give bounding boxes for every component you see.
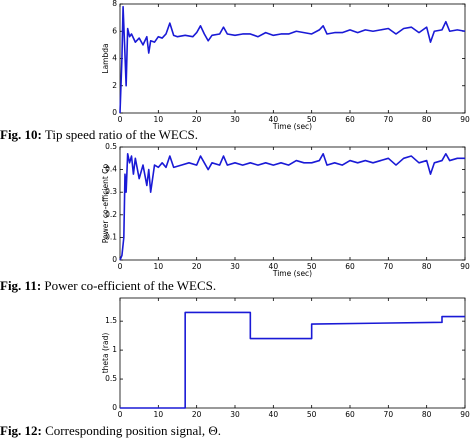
y-tick-label: 1 xyxy=(112,345,117,354)
y-axis-label: theta (rad) xyxy=(101,333,110,374)
x-tick-label: 20 xyxy=(192,410,202,419)
x-tick-label: 60 xyxy=(345,115,355,124)
x-tick-label: 0 xyxy=(118,262,123,271)
x-tick-label: 30 xyxy=(230,410,240,419)
x-tick-label: 20 xyxy=(192,262,202,271)
y-axis-label: Lambda xyxy=(101,43,110,73)
x-tick-label: 0 xyxy=(118,115,123,124)
x-tick-label: 80 xyxy=(422,115,432,124)
x-tick-label: 90 xyxy=(460,262,470,271)
x-tick-label: 10 xyxy=(154,115,164,124)
y-tick-label: 6 xyxy=(112,26,117,35)
x-tick-label: 50 xyxy=(307,115,317,124)
y-tick-label: 8 xyxy=(112,0,117,8)
y-tick-label: 2 xyxy=(112,81,117,90)
x-tick-label: 0 xyxy=(118,410,123,419)
caption-text: Power co-efficient of the WECS. xyxy=(41,278,216,293)
x-tick-label: 50 xyxy=(307,410,317,419)
x-tick-label: 80 xyxy=(422,262,432,271)
y-tick-label: 0.4 xyxy=(105,165,117,174)
x-tick-label: 70 xyxy=(384,115,394,124)
caption: Fig. 10: Tip speed ratio of the WECS. xyxy=(0,127,198,142)
y-tick-label: 4 xyxy=(112,54,117,63)
x-tick-label: 90 xyxy=(460,410,470,419)
y-axis-label: Power co-efficient Cp xyxy=(101,164,110,244)
y-tick-label: 0 xyxy=(112,108,117,117)
caption: Fig. 11: Power co-efficient of the WECS. xyxy=(0,278,216,293)
x-tick-label: 30 xyxy=(230,262,240,271)
caption-text: Tip speed ratio of the WECS. xyxy=(42,127,198,142)
x-tick-label: 40 xyxy=(269,410,279,419)
x-axis-label: Time (sec) xyxy=(272,122,312,131)
data-line xyxy=(119,152,465,261)
x-tick-label: 10 xyxy=(154,262,164,271)
x-tick-label: 80 xyxy=(422,410,432,419)
y-tick-label: 0.2 xyxy=(105,210,117,219)
caption-label: Fig. 12: xyxy=(0,423,42,438)
data-line xyxy=(119,5,466,114)
x-tick-label: 70 xyxy=(384,262,394,271)
y-tick-label: 0 xyxy=(112,403,117,412)
caption: Fig. 12: Corresponding position signal, … xyxy=(0,423,221,438)
y-tick-label: 0 xyxy=(112,255,117,264)
y-tick-label: 0.1 xyxy=(105,232,117,241)
x-tick-label: 30 xyxy=(230,115,240,124)
caption-label: Fig. 11: xyxy=(0,278,41,293)
y-tick-label: 1.5 xyxy=(105,316,117,325)
x-axis-label: Time (sec) xyxy=(272,269,312,278)
x-tick-label: 20 xyxy=(192,115,202,124)
plot-frame xyxy=(119,146,466,261)
x-tick-label: 60 xyxy=(345,262,355,271)
plot-frame xyxy=(119,297,466,409)
x-tick-label: 10 xyxy=(154,410,164,419)
x-tick-label: 50 xyxy=(307,262,317,271)
data-line xyxy=(120,311,465,409)
x-tick-label: 60 xyxy=(345,410,355,419)
x-tick-label: 70 xyxy=(384,410,394,419)
x-tick-label: 90 xyxy=(460,115,470,124)
x-tick-label: 40 xyxy=(269,115,279,124)
caption-label: Fig. 10: xyxy=(0,127,42,142)
y-tick-label: 0.5 xyxy=(105,374,117,383)
caption-text: Corresponding position signal, Θ. xyxy=(42,423,221,438)
plot-frame xyxy=(119,3,466,114)
y-tick-label: 0.5 xyxy=(105,142,117,151)
y-tick-label: 0.3 xyxy=(105,187,117,196)
x-tick-label: 40 xyxy=(269,262,279,271)
